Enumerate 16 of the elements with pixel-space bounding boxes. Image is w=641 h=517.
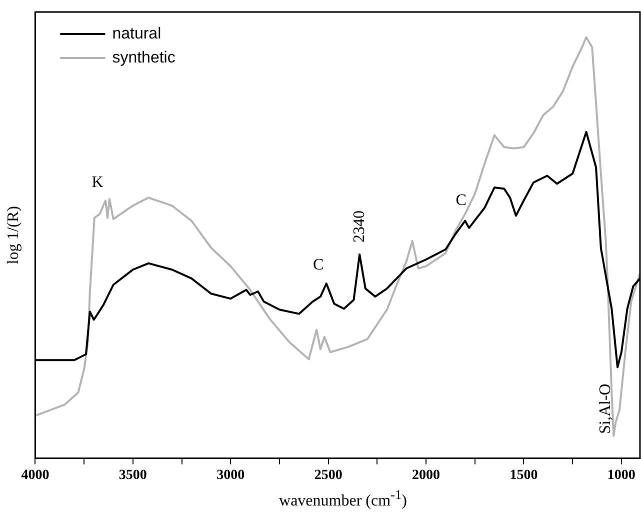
- annotation: Si,Al-O: [596, 384, 614, 434]
- x-tick-label: 3000: [216, 468, 245, 484]
- y-axis-title: log 1/(R): [4, 206, 22, 264]
- annotation: K: [92, 174, 104, 191]
- x-tick-label: 1000: [607, 468, 636, 484]
- x-tick-label: 1500: [510, 468, 538, 484]
- annotation: C: [456, 192, 466, 209]
- annotation: C: [313, 256, 324, 274]
- legend-label: natural: [112, 25, 162, 42]
- legend-label: synthetic: [112, 49, 176, 66]
- annotation: 2340: [350, 210, 368, 242]
- x-tick-label: 3500: [118, 468, 147, 484]
- x-axis-title: wavenumber (cm$^{-1}$): [278, 487, 408, 510]
- x-tick-label: 4000: [21, 468, 50, 484]
- x-tick-label: 2500: [314, 468, 342, 484]
- x-tick-label: 2000: [412, 468, 440, 484]
